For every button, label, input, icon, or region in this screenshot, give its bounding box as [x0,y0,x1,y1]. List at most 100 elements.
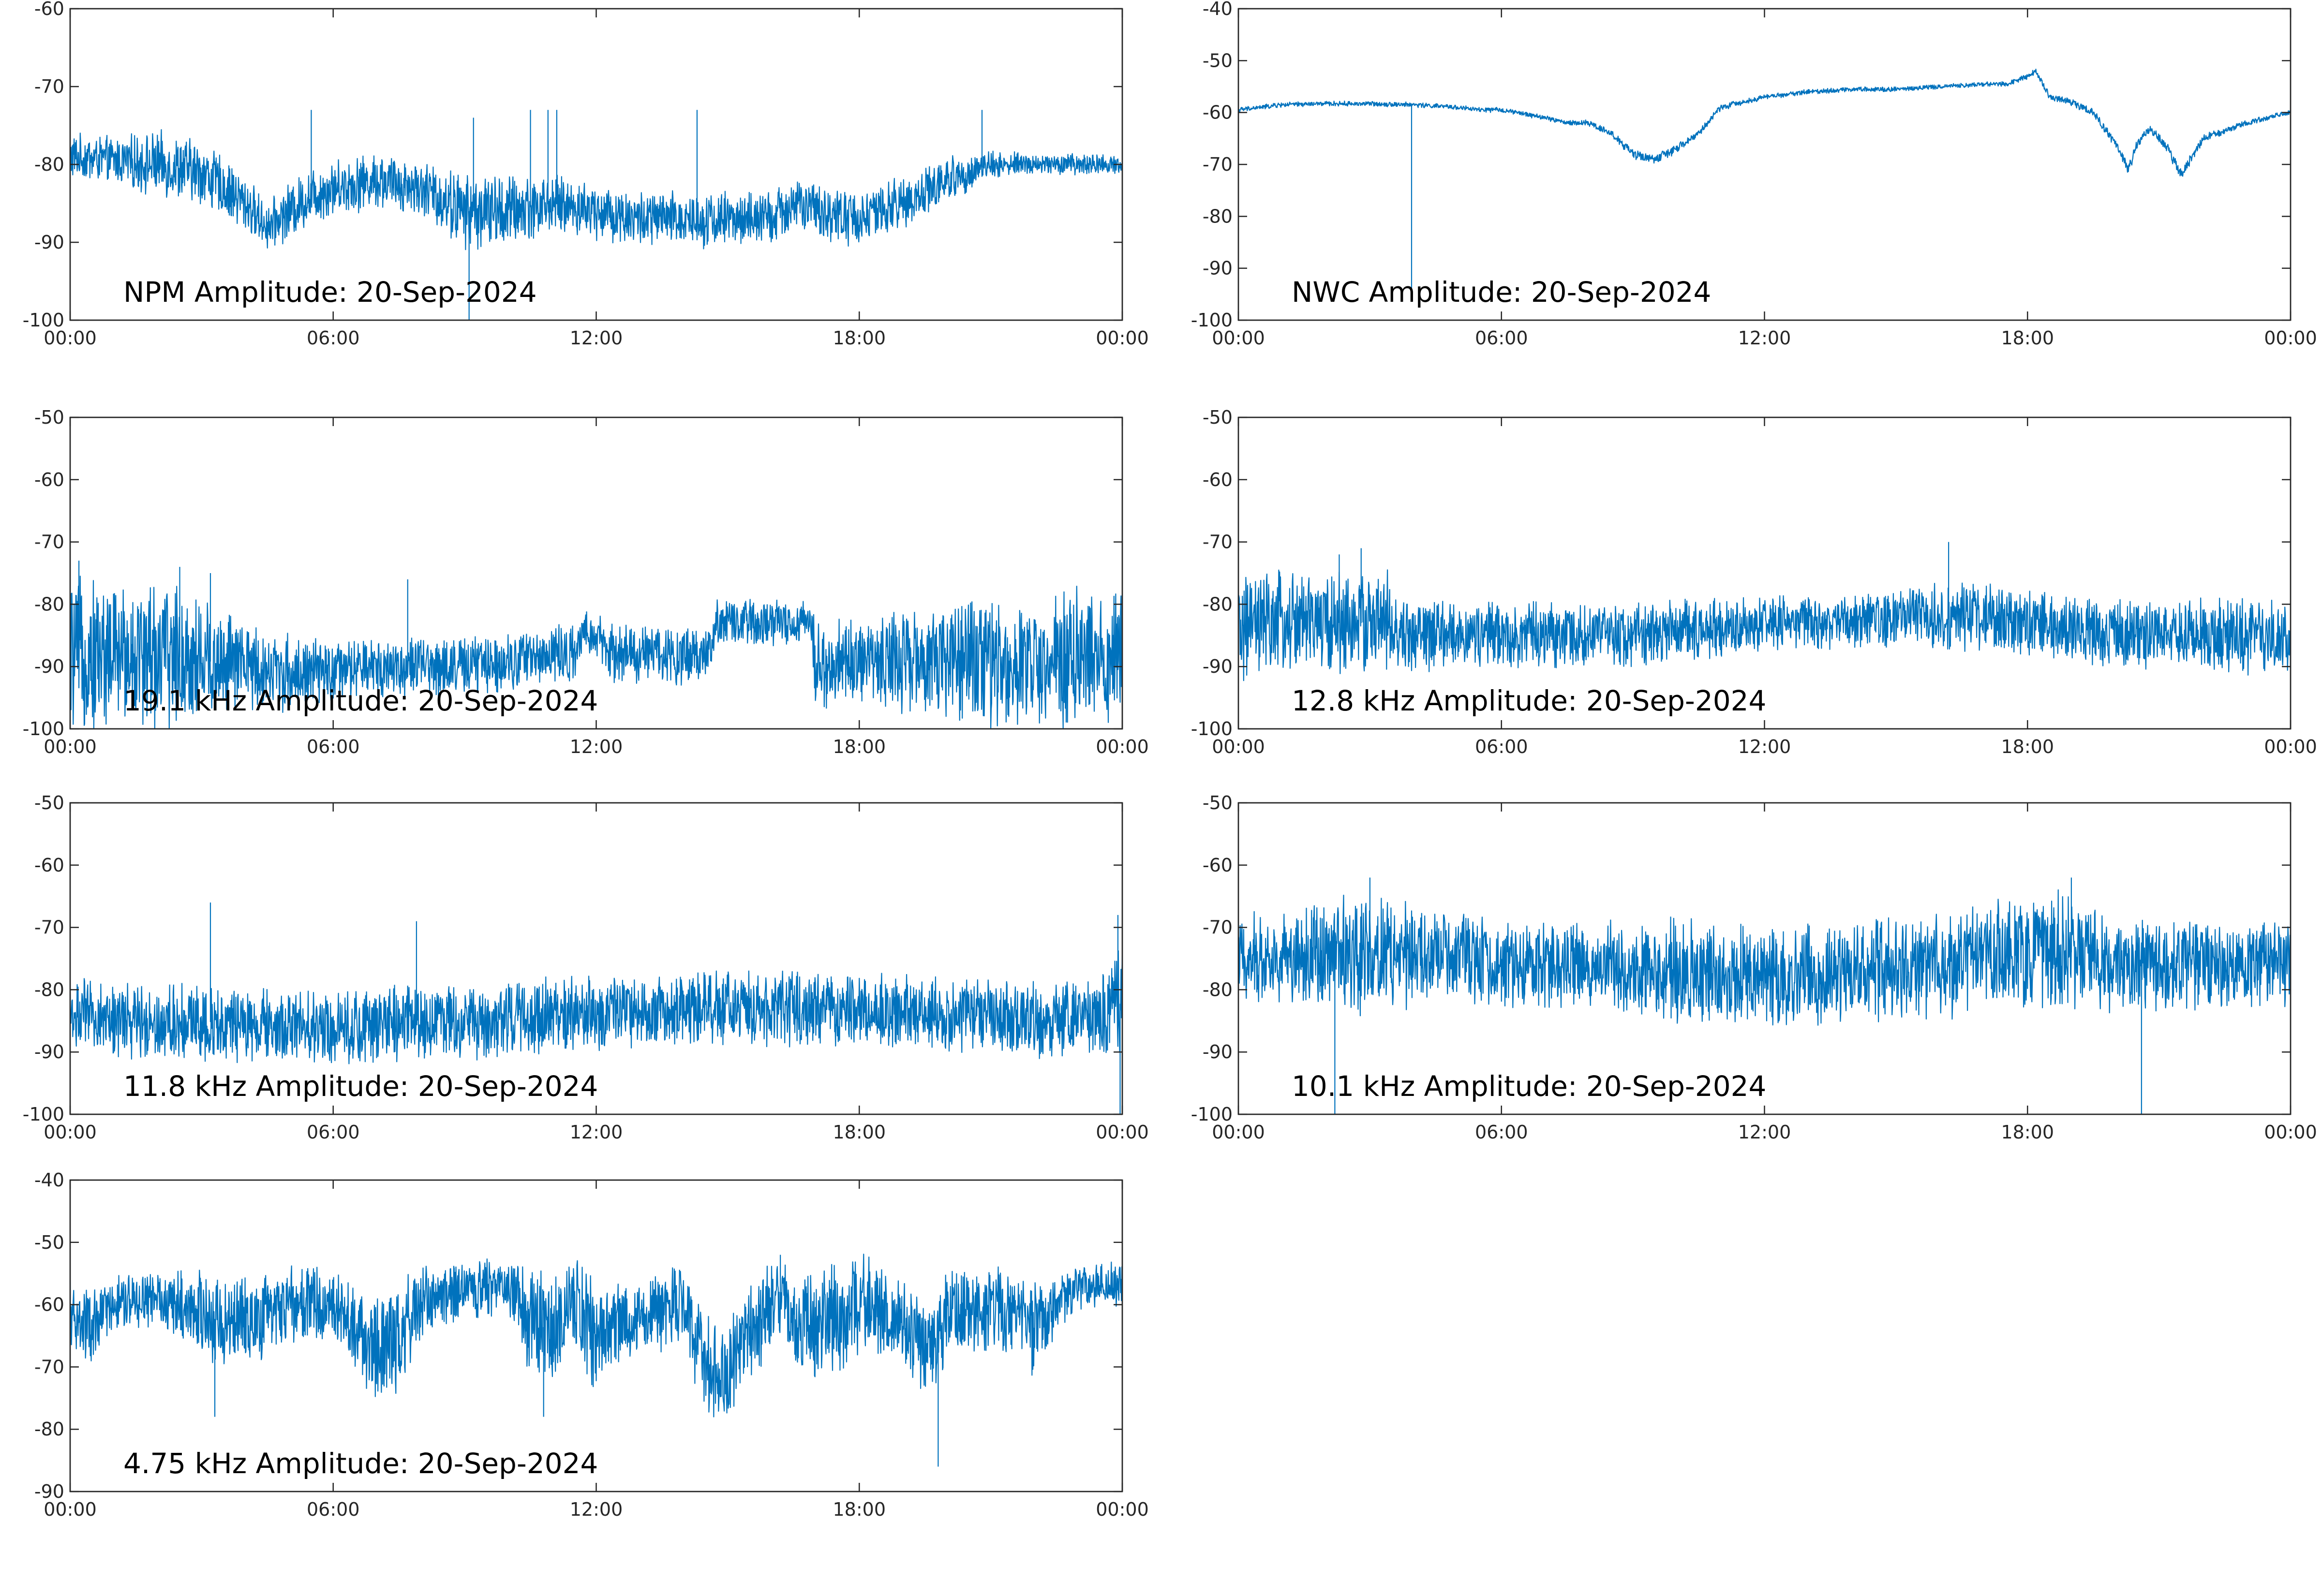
y-tick-label: -50 [34,407,64,428]
x-tick-label: 06:00 [307,327,360,349]
x-tick-label: 18:00 [833,327,886,349]
y-tick-label: -90 [34,1481,64,1502]
x-tick-label: 12:00 [570,1122,623,1143]
x-tick-label: 06:00 [1475,736,1528,757]
axes-box [69,8,1123,321]
panel-title: 10.1 kHz Amplitude: 20-Sep-2024 [1292,1070,1766,1103]
x-tick-label: 00:00 [1096,736,1149,757]
series-line [69,1254,1123,1418]
x-tick-label: 00:00 [2264,327,2317,349]
panel-title: NWC Amplitude: 20-Sep-2024 [1292,276,1711,309]
axes-box [1237,8,2292,321]
y-tick-label: -100 [1191,718,1233,739]
y-tick-label: -70 [1203,154,1233,175]
y-tick-label: -70 [34,76,64,97]
y-tick-label: -80 [1203,206,1233,227]
axes-12-8-khz-amplitude: 00:00 06:00 12:00 18:00 00:00-100-90-80-70-6… [1191,407,2317,757]
y-tick-label: -50 [34,792,64,813]
y-tick-label: -60 [34,469,64,490]
x-tick-label: 12:00 [1738,1122,1791,1143]
panel-title: 4.75 kHz Amplitude: 20-Sep-2024 [123,1447,598,1480]
y-tick-label: -60 [1203,102,1233,123]
y-tick-label: -70 [1203,532,1233,553]
axes-10-1-khz-amplitude: 00:00 06:00 12:00 18:00 00:00-100-90-80-70-6… [1191,792,2317,1143]
x-tick-label: 06:00 [1475,327,1528,349]
y-tick-label: -80 [1203,593,1233,615]
x-tick-label: 06:00 [307,736,360,757]
x-tick-label: 00:00 [1212,736,1265,757]
x-tick-label: 00:00 [1096,1499,1149,1520]
x-tick-label: 00:00 [44,327,97,349]
x-tick-label: 18:00 [833,1499,886,1520]
axes-box [69,802,1123,1115]
y-tick-label: -90 [1203,656,1233,677]
x-tick-label: 18:00 [2001,327,2054,349]
x-tick-label: 12:00 [570,736,623,757]
axes-19-1-khz-amplitude: 00:00 06:00 12:00 18:00 00:00-100-90-80-70-6… [23,407,1149,757]
y-tick-label: -40 [34,1169,64,1191]
y-tick-label: -80 [1203,979,1233,1000]
x-tick-label: 06:00 [307,1499,360,1520]
axes-box [1237,416,2292,730]
y-tick-label: -100 [1191,310,1233,331]
y-tick-label: -70 [34,1356,64,1377]
x-tick-label: 00:00 [44,736,97,757]
y-tick-label: -100 [23,1104,64,1125]
panel-title: 12.8 kHz Amplitude: 20-Sep-2024 [1292,684,1766,717]
y-tick-label: -90 [1203,1041,1233,1063]
x-tick-label: 18:00 [833,1122,886,1143]
x-tick-label: 12:00 [570,327,623,349]
y-tick-label: -50 [1203,50,1233,71]
x-tick-label: 00:00 [1212,327,1265,349]
series-line [69,129,1123,251]
axes-4-75-khz-amplitude: 00:00 06:00 12:00 18:00 00:00-90-80-70-60-50… [34,1169,1149,1520]
y-tick-label: -90 [34,232,64,253]
y-tick-label: -60 [1203,855,1233,876]
x-tick-label: 18:00 [2001,736,2054,757]
x-tick-label: 00:00 [44,1122,97,1143]
y-tick-label: -80 [34,1419,64,1440]
x-tick-label: 00:00 [1212,1122,1265,1143]
y-tick-label: -50 [1203,407,1233,428]
x-tick-label: 12:00 [1738,736,1791,757]
y-tick-label: -80 [34,979,64,1000]
x-tick-label: 12:00 [570,1499,623,1520]
x-tick-label: 18:00 [2001,1122,2054,1143]
x-tick-label: 18:00 [833,736,886,757]
x-tick-label: 06:00 [1475,1122,1528,1143]
axes-nwc-amplitude: 00:00 06:00 12:00 18:00 00:00-100-90-80-70-6… [1191,0,2317,349]
x-tick-label: 06:00 [307,1122,360,1143]
y-tick-label: -50 [34,1232,64,1253]
x-tick-label: 00:00 [1096,327,1149,349]
panel-title: 11.8 kHz Amplitude: 20-Sep-2024 [123,1070,598,1103]
y-tick-label: -70 [34,917,64,938]
y-tick-label: -80 [34,154,64,175]
y-tick-label: -60 [34,855,64,876]
y-tick-label: -90 [1203,258,1233,279]
y-tick-label: -50 [1203,792,1233,813]
y-tick-label: -90 [34,1041,64,1063]
x-tick-label: 00:00 [2264,1122,2317,1143]
y-tick-label: -100 [23,718,64,739]
panel-title: NPM Amplitude: 20-Sep-2024 [123,276,537,309]
y-tick-label: -80 [34,593,64,615]
series-line [1237,889,2292,1026]
x-tick-label: 00:00 [1096,1122,1149,1143]
y-tick-label: -70 [34,532,64,553]
x-tick-label: 00:00 [44,1499,97,1520]
y-tick-label: -100 [1191,1104,1233,1125]
series-line [69,950,1123,1064]
axes-11-8-khz-amplitude: 00:00 06:00 12:00 18:00 00:00-100-90-80-70-6… [23,792,1149,1143]
y-tick-label: -70 [1203,917,1233,938]
axes-npm-amplitude: 00:00 06:00 12:00 18:00 00:00-100-90-80-70-6… [23,0,1149,349]
y-tick-label: -40 [1203,0,1233,19]
y-tick-label: -60 [1203,469,1233,490]
panel-title: 19.1 kHz Amplitude: 20-Sep-2024 [123,684,598,717]
y-tick-label: -90 [34,656,64,677]
series-line [69,576,1123,730]
series-line [1237,69,2291,177]
y-tick-label: -60 [34,0,64,19]
x-tick-label: 12:00 [1738,327,1791,349]
series-line [1237,569,2292,681]
